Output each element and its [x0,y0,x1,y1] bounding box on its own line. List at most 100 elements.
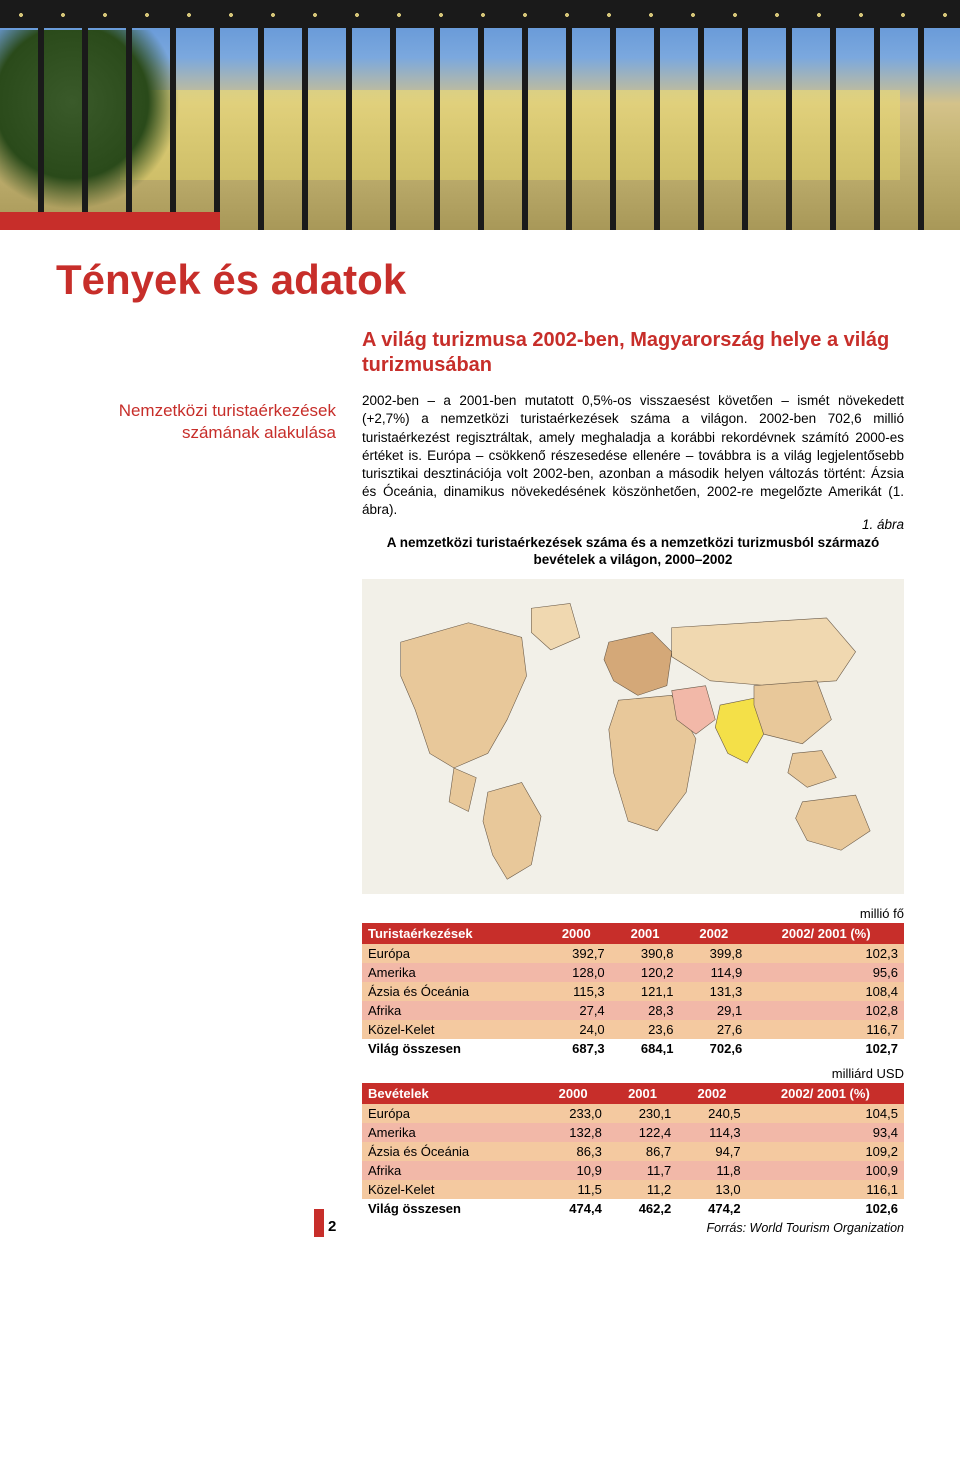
table-total-cell: 102,6 [747,1199,904,1218]
table-cell: 109,2 [747,1142,904,1161]
table-cell: 11,2 [608,1180,677,1199]
table-cell: 11,8 [677,1161,746,1180]
table-row: Közel-Kelet24,023,627,6116,7 [362,1020,904,1039]
table-cell: 94,7 [677,1142,746,1161]
section-subtitle: A világ turizmusa 2002-ben, Magyarország… [362,328,904,378]
hero-image [0,0,960,230]
table-cell: 11,7 [608,1161,677,1180]
table1-unit: millió fő [362,906,904,921]
table-cell: 86,3 [538,1142,607,1161]
table-cell: Amerika [362,1123,538,1142]
table-cell: 95,6 [748,963,904,982]
table-cell: 115,3 [542,982,611,1001]
table-cell: 86,7 [608,1142,677,1161]
table-row: Afrika10,911,711,8100,9 [362,1161,904,1180]
table-cell: 392,7 [542,944,611,963]
table-total-row: Világ összesen474,4462,2474,2102,6 [362,1199,904,1218]
figure-caption: 1. ábra A nemzetközi turistaérkezések sz… [362,534,904,569]
table-cell: 116,7 [748,1020,904,1039]
hero-gate-top [0,0,960,28]
table-cell: 114,3 [677,1123,746,1142]
table-header-cell: 2002 [679,923,748,944]
table-cell: Közel-Kelet [362,1180,538,1199]
table-arrivals: Turistaérkezések2000200120022002/ 2001 (… [362,923,904,1058]
table-header-cell: 2000 [538,1083,607,1104]
sidebar-section-label: Nemzetközi turistaérkezések számának ala… [56,400,336,444]
table-cell: Ázsia és Óceánia [362,1142,538,1161]
page-title: Tények és adatok [56,258,904,302]
table-cell: 131,3 [679,982,748,1001]
table-cell: Amerika [362,963,542,982]
table-cell: 102,3 [748,944,904,963]
table-header-cell: 2002/ 2001 (%) [748,923,904,944]
table-row: Közel-Kelet11,511,213,0116,1 [362,1180,904,1199]
table-cell: 240,5 [677,1104,746,1123]
table-cell: 121,1 [611,982,680,1001]
table-total-cell: 702,6 [679,1039,748,1058]
page-number: 2 [328,1218,336,1235]
table-cell: 23,6 [611,1020,680,1039]
table-row: Amerika128,0120,2114,995,6 [362,963,904,982]
table-cell: 10,9 [538,1161,607,1180]
table-header-cell: Bevételek [362,1083,538,1104]
table-cell: 24,0 [542,1020,611,1039]
figure-caption-text: A nemzetközi turistaérkezések száma és a… [387,535,879,568]
page-number-accent [314,1209,324,1237]
table-cell: 102,8 [748,1001,904,1020]
table-row: Ázsia és Óceánia115,3121,1131,3108,4 [362,982,904,1001]
table-cell: Ázsia és Óceánia [362,982,542,1001]
table-cell: 116,1 [747,1180,904,1199]
table-row: Amerika132,8122,4114,393,4 [362,1123,904,1142]
table-cell: 132,8 [538,1123,607,1142]
table-cell: 114,9 [679,963,748,982]
table-total-cell: 474,4 [538,1199,607,1218]
table-header-cell: 2001 [608,1083,677,1104]
table-cell: 122,4 [608,1123,677,1142]
hero-gate-bars [0,0,960,230]
figure-number: 1. ábra [862,516,904,534]
table-total-cell: Világ összesen [362,1199,538,1218]
table-total-cell: 462,2 [608,1199,677,1218]
hero-accent-block [0,212,220,230]
table-header-cell: Turistaérkezések [362,923,542,944]
table-cell: 27,4 [542,1001,611,1020]
table-cell: 399,8 [679,944,748,963]
table-total-cell: Világ összesen [362,1039,542,1058]
table-total-row: Világ összesen687,3684,1702,6102,7 [362,1039,904,1058]
table-row: Európa233,0230,1240,5104,5 [362,1104,904,1123]
table-total-cell: 474,2 [677,1199,746,1218]
table-total-cell: 684,1 [611,1039,680,1058]
table-cell: Európa [362,1104,538,1123]
table-cell: Európa [362,944,542,963]
table-total-cell: 102,7 [748,1039,904,1058]
table-cell: 28,3 [611,1001,680,1020]
table-header-cell: 2002/ 2001 (%) [747,1083,904,1104]
table-cell: 29,1 [679,1001,748,1020]
table2-unit: milliárd USD [362,1066,904,1081]
table-row: Ázsia és Óceánia86,386,794,7109,2 [362,1142,904,1161]
table-cell: Afrika [362,1001,542,1020]
body-paragraph: 2002-ben – a 2001-ben mutatott 0,5%-os v… [362,392,904,520]
table-cell: 27,6 [679,1020,748,1039]
table-cell: Közel-Kelet [362,1020,542,1039]
table-cell: 11,5 [538,1180,607,1199]
table-cell: 120,2 [611,963,680,982]
world-map [362,579,904,894]
table-cell: 230,1 [608,1104,677,1123]
table-cell: Afrika [362,1161,538,1180]
table-cell: 13,0 [677,1180,746,1199]
table-cell: 108,4 [748,982,904,1001]
table-header-cell: 2000 [542,923,611,944]
table-cell: 128,0 [542,963,611,982]
table-cell: 93,4 [747,1123,904,1142]
source-credit: Forrás: World Tourism Organization [362,1221,904,1235]
table-row: Afrika27,428,329,1102,8 [362,1001,904,1020]
data-tables: millió fő Turistaérkezések20002001200220… [362,906,904,1235]
table-cell: 233,0 [538,1104,607,1123]
table-total-cell: 687,3 [542,1039,611,1058]
table-revenues: Bevételek2000200120022002/ 2001 (%)Európ… [362,1083,904,1218]
table-row: Európa392,7390,8399,8102,3 [362,944,904,963]
table-cell: 390,8 [611,944,680,963]
table-header-cell: 2002 [677,1083,746,1104]
table-header-cell: 2001 [611,923,680,944]
